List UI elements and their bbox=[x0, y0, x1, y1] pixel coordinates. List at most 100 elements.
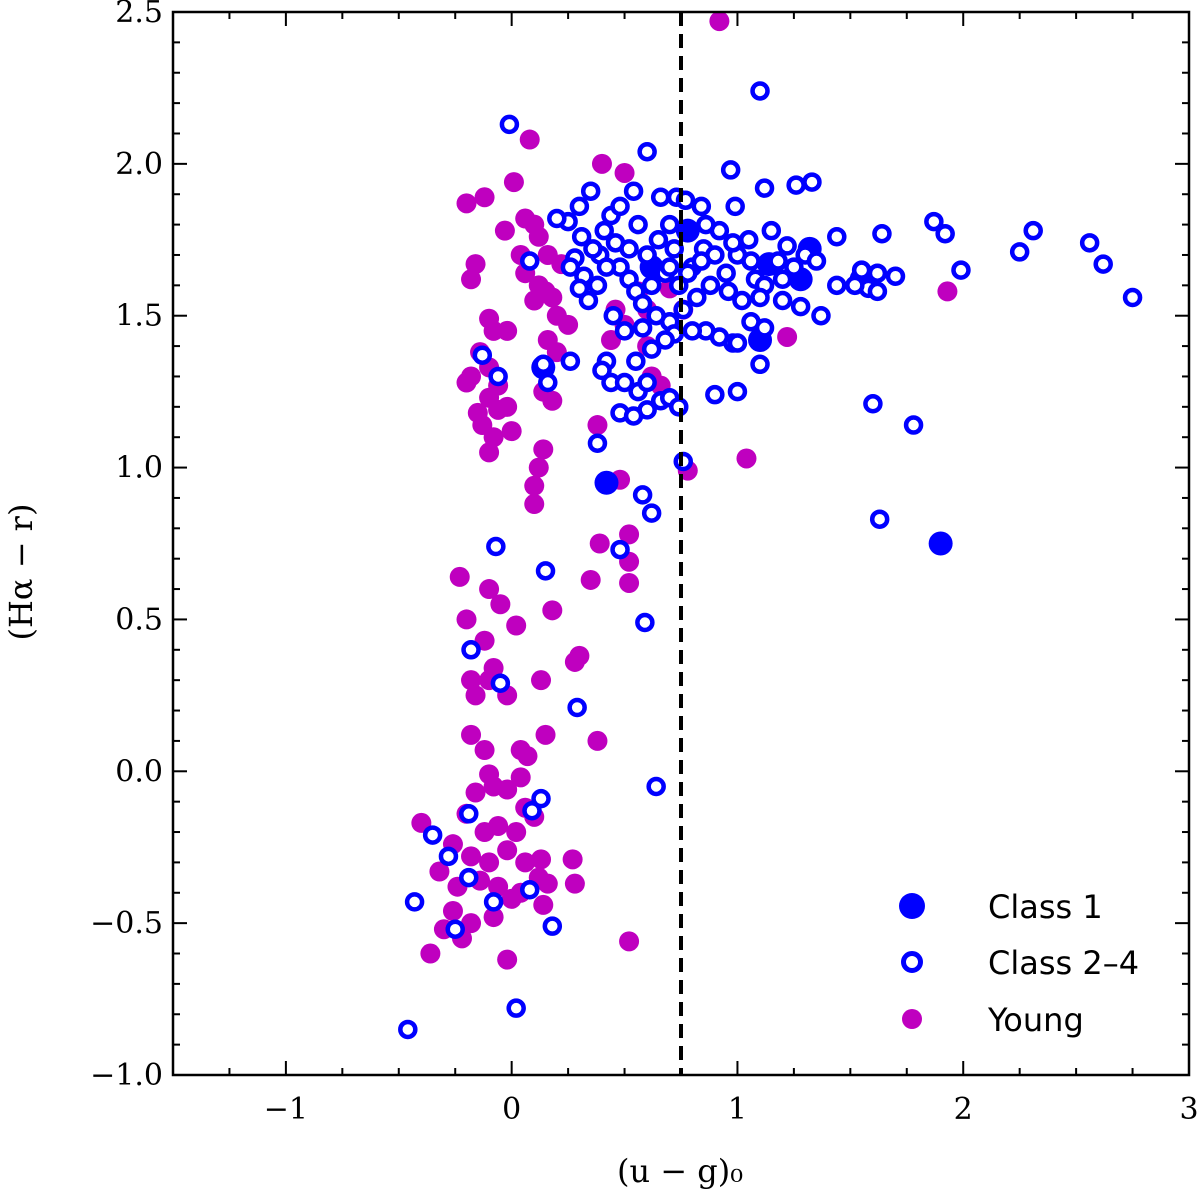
class24-point bbox=[924, 211, 944, 232]
class24-point bbox=[691, 196, 712, 217]
young-point bbox=[709, 11, 730, 32]
class24-point bbox=[580, 181, 601, 201]
class24-point bbox=[459, 804, 479, 824]
young-point bbox=[501, 888, 522, 909]
legend-label-class1: Class 1 bbox=[988, 888, 1103, 926]
young-point bbox=[528, 226, 549, 247]
young-point bbox=[524, 494, 545, 515]
class24-point bbox=[738, 230, 759, 250]
young-point bbox=[479, 442, 500, 463]
class24-point bbox=[1009, 242, 1030, 262]
x-tick-label: 0 bbox=[502, 1092, 521, 1127]
class24-point bbox=[718, 281, 739, 302]
young-point bbox=[524, 475, 545, 496]
young-point bbox=[456, 609, 477, 630]
class24-point bbox=[646, 776, 666, 797]
class24-point bbox=[560, 257, 581, 277]
class24-point bbox=[461, 640, 481, 660]
young-point bbox=[479, 579, 500, 600]
y-tick-label: 0.5 bbox=[115, 602, 163, 637]
class24-point bbox=[786, 175, 806, 195]
class24-point bbox=[750, 354, 770, 375]
young-point bbox=[564, 873, 585, 894]
class24-point bbox=[802, 172, 822, 192]
class24-point bbox=[499, 114, 520, 135]
young-point bbox=[517, 746, 538, 767]
y-tick-label: 0.0 bbox=[115, 754, 163, 789]
young-point bbox=[420, 943, 441, 964]
class24-point bbox=[398, 1019, 418, 1040]
class24-point bbox=[571, 226, 592, 247]
young-point bbox=[461, 269, 482, 290]
class24-point bbox=[486, 536, 506, 557]
young-point bbox=[497, 840, 518, 861]
young-point bbox=[497, 949, 518, 970]
class24-point bbox=[635, 612, 655, 633]
class24-point bbox=[610, 539, 630, 560]
class24-point bbox=[603, 305, 624, 326]
x-tick-label: 3 bbox=[1179, 1092, 1198, 1127]
class24-point bbox=[723, 233, 743, 253]
young-point bbox=[442, 900, 463, 921]
class24-point bbox=[472, 345, 493, 365]
class24-point bbox=[659, 214, 680, 235]
class24-point bbox=[637, 372, 657, 393]
class24-point bbox=[632, 318, 653, 338]
young-point bbox=[580, 569, 601, 590]
class24-point bbox=[587, 275, 608, 296]
class24-point bbox=[705, 384, 725, 405]
young-point bbox=[506, 822, 527, 843]
class24-point bbox=[1079, 233, 1100, 253]
x-tick-label: 2 bbox=[954, 1092, 973, 1127]
class24-point bbox=[1122, 287, 1143, 308]
young-point bbox=[619, 572, 640, 593]
class24-point bbox=[569, 278, 590, 299]
young-point bbox=[497, 779, 518, 800]
class24-point bbox=[632, 293, 653, 314]
class24-point bbox=[725, 196, 745, 217]
y-tick-label: 2.0 bbox=[115, 147, 163, 182]
young-point bbox=[777, 326, 798, 347]
class24-point bbox=[641, 275, 662, 296]
young-point bbox=[531, 849, 552, 870]
class24-point bbox=[761, 220, 782, 241]
class24-point bbox=[569, 196, 590, 217]
class24-point bbox=[538, 372, 558, 393]
class24-point bbox=[903, 415, 924, 435]
young-point bbox=[497, 320, 518, 341]
class24-point bbox=[519, 251, 540, 271]
class24-point bbox=[533, 354, 554, 375]
class24-point bbox=[655, 330, 675, 350]
class24-point bbox=[646, 305, 666, 326]
class24-point bbox=[732, 290, 752, 311]
young-point bbox=[461, 846, 482, 867]
young-point bbox=[488, 815, 509, 836]
plot-frame bbox=[171, 10, 1191, 1077]
class24-point bbox=[673, 451, 694, 472]
y-axis-label: (Hα − r) bbox=[2, 504, 40, 641]
class24-point bbox=[422, 825, 443, 845]
class24-point bbox=[727, 333, 748, 353]
class24-point bbox=[445, 919, 465, 939]
legend-marker-class24 bbox=[901, 951, 923, 973]
class24-point bbox=[614, 372, 635, 393]
class24-point bbox=[696, 214, 716, 235]
y-tick-label: 1.5 bbox=[115, 299, 163, 334]
young-point bbox=[494, 220, 515, 241]
class24-point bbox=[596, 257, 617, 277]
y-tick-label: −0.5 bbox=[90, 906, 163, 941]
young-point bbox=[519, 129, 540, 150]
young-point bbox=[542, 390, 563, 411]
y-tick-label: 1.0 bbox=[115, 451, 163, 486]
class24-point bbox=[784, 257, 804, 277]
class24-point bbox=[682, 321, 703, 341]
young-point bbox=[589, 533, 610, 554]
young-point bbox=[542, 600, 563, 621]
class24-point bbox=[811, 305, 831, 326]
class24-point bbox=[700, 275, 721, 296]
young-point bbox=[488, 876, 509, 897]
class24-point bbox=[935, 223, 955, 244]
young-point bbox=[474, 187, 495, 208]
young-point bbox=[456, 372, 477, 393]
class24-point bbox=[483, 892, 504, 912]
